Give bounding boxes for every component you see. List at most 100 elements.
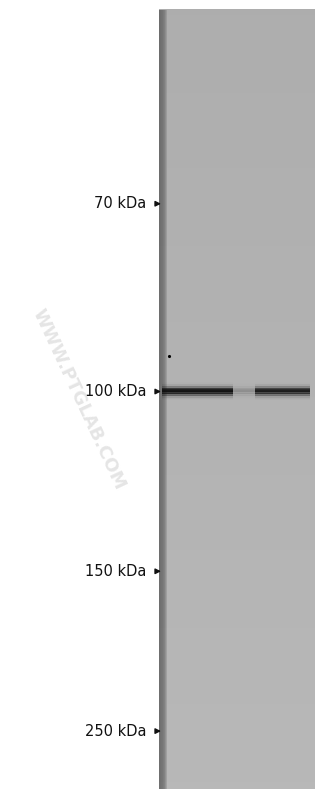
- Bar: [159, 74, 315, 78]
- Bar: [159, 125, 315, 129]
- Bar: [159, 383, 315, 387]
- Bar: [159, 370, 315, 373]
- Bar: [159, 87, 315, 90]
- Bar: [159, 289, 315, 293]
- Bar: [159, 690, 315, 694]
- Bar: [159, 716, 315, 719]
- Bar: [159, 446, 315, 449]
- Bar: [159, 778, 315, 781]
- Bar: [159, 10, 163, 789]
- Bar: [159, 591, 315, 594]
- Bar: [159, 123, 315, 126]
- Bar: [159, 646, 315, 649]
- Bar: [159, 92, 315, 95]
- Bar: [159, 167, 315, 171]
- Bar: [159, 526, 315, 530]
- Bar: [159, 500, 315, 503]
- Bar: [159, 508, 315, 511]
- Bar: [159, 536, 315, 540]
- Bar: [159, 666, 315, 670]
- Bar: [159, 586, 315, 589]
- Bar: [159, 193, 315, 197]
- Bar: [159, 334, 315, 337]
- Bar: [159, 672, 315, 675]
- Bar: [159, 324, 315, 327]
- Bar: [159, 10, 163, 789]
- Bar: [159, 157, 315, 161]
- Bar: [159, 573, 315, 576]
- Bar: [159, 10, 167, 789]
- Bar: [159, 10, 166, 789]
- Bar: [159, 240, 315, 244]
- Bar: [159, 10, 160, 789]
- Bar: [159, 693, 315, 696]
- Bar: [159, 560, 315, 563]
- Bar: [159, 469, 315, 472]
- Bar: [159, 425, 315, 428]
- Bar: [159, 714, 315, 717]
- Bar: [159, 279, 315, 283]
- Bar: [159, 477, 315, 480]
- Bar: [159, 181, 315, 184]
- Bar: [159, 664, 315, 667]
- Bar: [159, 185, 315, 189]
- Bar: [159, 552, 315, 555]
- Bar: [159, 22, 315, 26]
- Bar: [159, 484, 315, 488]
- Bar: [159, 648, 315, 652]
- Bar: [159, 284, 315, 288]
- Bar: [159, 602, 315, 605]
- Bar: [159, 515, 315, 519]
- Bar: [159, 677, 315, 680]
- Bar: [159, 264, 315, 267]
- Bar: [159, 365, 315, 368]
- Bar: [159, 523, 315, 527]
- Bar: [159, 198, 315, 202]
- Bar: [159, 63, 315, 67]
- Bar: [159, 726, 315, 729]
- Bar: [159, 276, 315, 280]
- Bar: [159, 419, 315, 423]
- Bar: [159, 641, 315, 644]
- Bar: [159, 749, 315, 753]
- Bar: [159, 14, 315, 18]
- Bar: [159, 11, 315, 15]
- Bar: [159, 214, 315, 217]
- Bar: [159, 765, 315, 769]
- Bar: [159, 567, 315, 571]
- Bar: [159, 10, 160, 789]
- Bar: [159, 115, 315, 119]
- Bar: [159, 303, 315, 306]
- Bar: [159, 411, 315, 415]
- Bar: [159, 386, 315, 389]
- Bar: [159, 339, 315, 342]
- Bar: [159, 69, 315, 72]
- Bar: [159, 66, 315, 70]
- Bar: [159, 237, 315, 241]
- Bar: [159, 654, 315, 657]
- Bar: [159, 440, 315, 443]
- Bar: [159, 380, 315, 384]
- Bar: [159, 734, 315, 737]
- Bar: [159, 177, 315, 181]
- Bar: [159, 328, 315, 332]
- Bar: [159, 48, 315, 51]
- Bar: [159, 10, 166, 789]
- Bar: [159, 258, 315, 262]
- Bar: [159, 627, 315, 631]
- Bar: [159, 139, 315, 142]
- Bar: [159, 191, 315, 194]
- Bar: [159, 149, 315, 153]
- Bar: [159, 745, 315, 748]
- Bar: [159, 643, 315, 646]
- Bar: [159, 331, 315, 335]
- Bar: [159, 698, 315, 701]
- Bar: [159, 136, 315, 140]
- Bar: [159, 378, 315, 381]
- Bar: [159, 349, 315, 352]
- Bar: [159, 305, 315, 308]
- Bar: [159, 141, 315, 145]
- Bar: [159, 417, 315, 420]
- Bar: [159, 685, 315, 688]
- Bar: [159, 316, 315, 319]
